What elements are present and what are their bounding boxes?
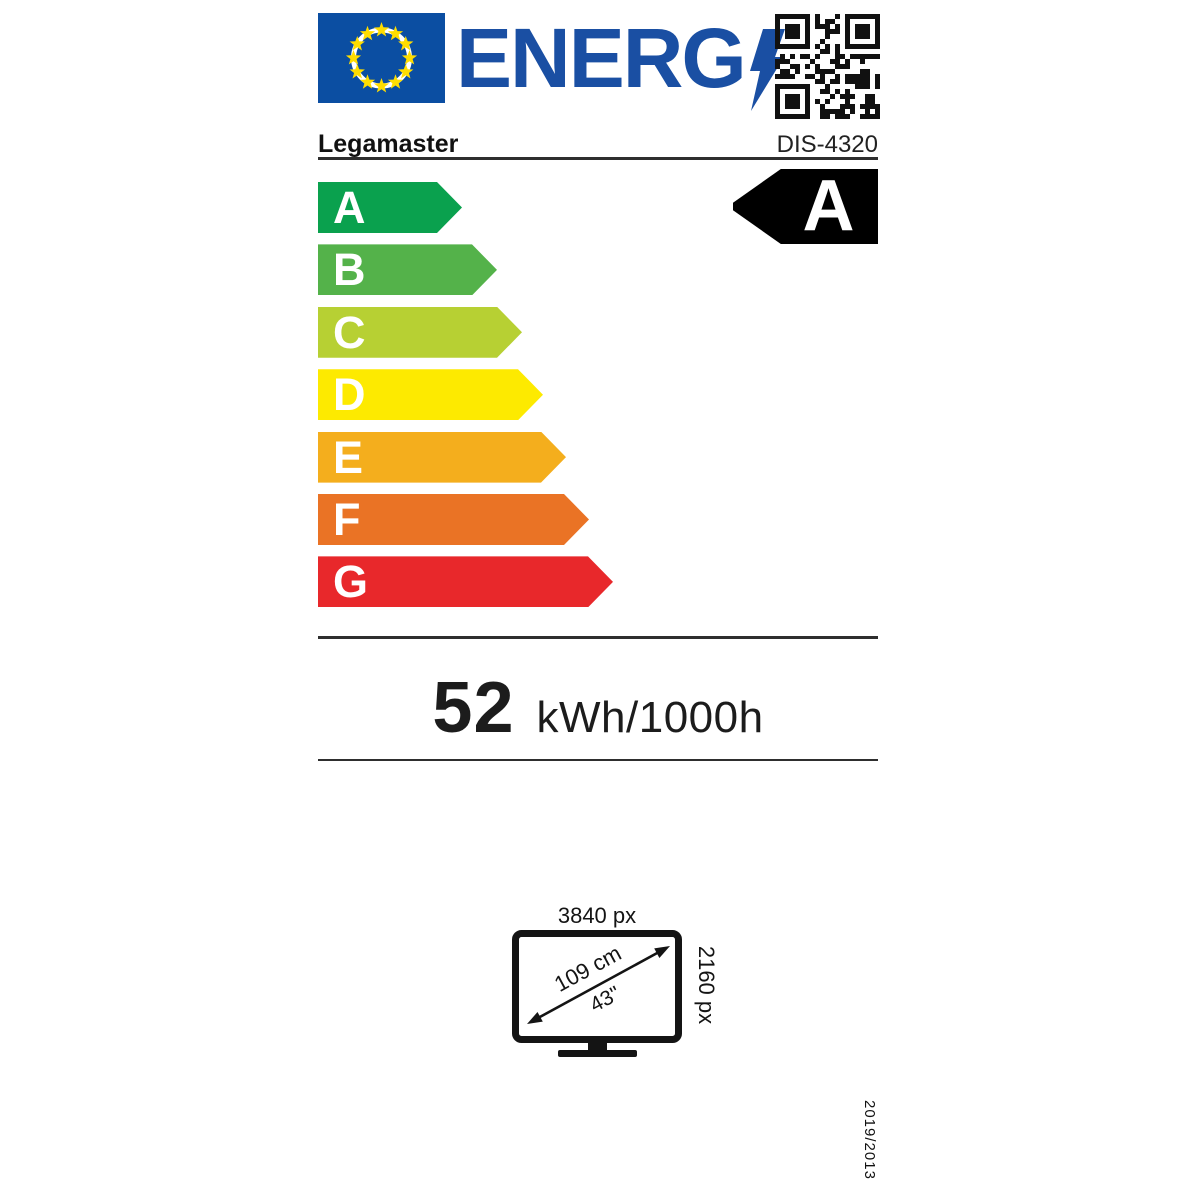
rating-bar-g: G xyxy=(318,556,613,607)
divider-bottom xyxy=(318,759,878,761)
rating-bar-d: D xyxy=(318,369,543,420)
rating-bar-letter: E xyxy=(333,431,364,483)
rating-bar-letter: C xyxy=(333,306,366,358)
rating-bar-b: B xyxy=(318,244,497,295)
screen-height-label: 2160 px xyxy=(694,946,719,1024)
monitor-stand-base xyxy=(558,1050,637,1057)
eu-flag-icon xyxy=(318,13,445,103)
screen-width-label: 3840 px xyxy=(558,903,636,928)
rating-bar-letter: G xyxy=(333,556,369,608)
rating-bar-a: A xyxy=(318,182,462,233)
model-identifier: DIS-4320 xyxy=(776,131,878,158)
lightning-bolt-icon xyxy=(749,29,785,111)
rating-bar-f: F xyxy=(318,494,589,545)
consumption-value: 52 xyxy=(432,668,515,748)
rating-indicator-arrow: A xyxy=(733,169,878,244)
rating-bar-letter: B xyxy=(333,244,366,296)
rating-bar-letter: F xyxy=(333,494,361,545)
energy-logo: ENERG xyxy=(456,16,785,111)
monitor-stand-neck xyxy=(588,1039,607,1052)
energy-logo-text: ENERG xyxy=(456,11,747,105)
rating-bar-letter: D xyxy=(333,369,366,421)
divider-middle xyxy=(318,636,878,639)
rating-bar-letter: A xyxy=(333,182,366,233)
divider-top xyxy=(318,157,878,160)
brand-row: Legamaster DIS-4320 xyxy=(318,130,878,159)
eu-flag-stars xyxy=(345,22,418,93)
qr-code xyxy=(775,14,880,119)
screen-size-diagram: 3840 px 109 cm 43" 2160 px xyxy=(512,903,719,1057)
rating-bar-c: C xyxy=(318,307,522,358)
regulation-number: 2019/2013 xyxy=(861,1100,878,1180)
rating-indicator-letter: A xyxy=(802,166,855,246)
consumption-unit: kWh/1000h xyxy=(536,693,764,742)
rating-bar-e: E xyxy=(318,432,566,483)
diagonal-arrow xyxy=(527,946,670,1024)
brand-name: Legamaster xyxy=(318,130,459,158)
energy-consumption: 52 kWh/1000h xyxy=(318,672,878,744)
